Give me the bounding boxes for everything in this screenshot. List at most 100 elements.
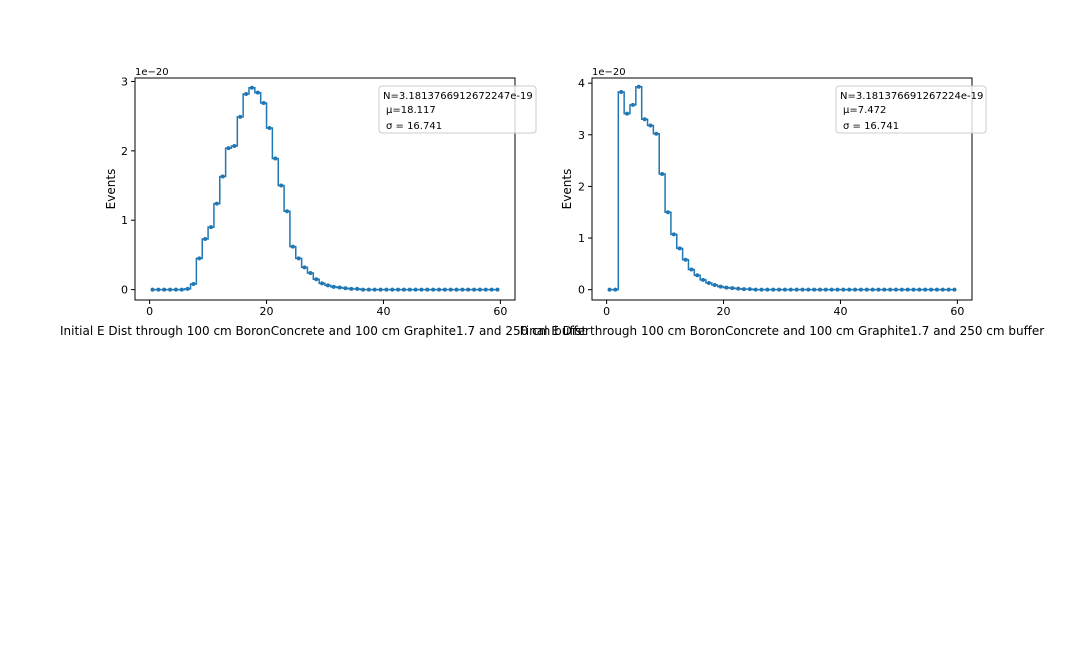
final-data-point bbox=[630, 102, 635, 107]
final-data-point bbox=[794, 287, 799, 292]
initial-data-point bbox=[431, 287, 436, 292]
initial-data-point bbox=[425, 287, 430, 292]
initial-data-point bbox=[203, 236, 208, 241]
final-data-point bbox=[911, 287, 916, 292]
final-data-point bbox=[607, 287, 612, 292]
initial-data-point bbox=[197, 256, 202, 261]
final-data-point bbox=[864, 287, 869, 292]
initial-ticks: 0 20 40 60 0 1 2 3 bbox=[121, 75, 507, 318]
initial-data-point bbox=[384, 287, 389, 292]
initial-data-point bbox=[361, 287, 365, 292]
final-y-tick-label: 2 bbox=[578, 180, 585, 193]
final-data-point bbox=[706, 280, 711, 285]
initial-x-axis-label: Initial E Dist through 100 cm BoronConcr… bbox=[60, 324, 590, 338]
initial-data-point bbox=[302, 265, 307, 270]
final-data-point bbox=[689, 267, 694, 272]
initial-y-tick-label: 1 bbox=[121, 214, 128, 227]
initial-y-offset-text: 1e−20 bbox=[135, 67, 169, 78]
initial-data-point bbox=[209, 225, 213, 230]
initial-data-point bbox=[483, 287, 488, 292]
final-data-point bbox=[718, 284, 723, 289]
final-data-point bbox=[619, 89, 624, 94]
initial-y-axis-label: Events bbox=[104, 169, 118, 210]
initial-y-tick-label: 3 bbox=[121, 75, 128, 88]
final-data-point bbox=[812, 287, 817, 292]
final-data-point bbox=[724, 285, 729, 290]
initial-data-point bbox=[249, 85, 254, 90]
final-data-point bbox=[747, 287, 752, 292]
initial-data-point bbox=[466, 287, 471, 292]
initial-data-point bbox=[308, 270, 313, 275]
final-data-point bbox=[923, 287, 928, 292]
final-data-point bbox=[771, 287, 776, 292]
initial-data-point bbox=[448, 287, 453, 292]
final-y-tick-label: 0 bbox=[578, 284, 585, 297]
initial-stat-sigma: σ = 16.741 bbox=[386, 121, 442, 132]
initial-x-tick-label: 0 bbox=[146, 305, 153, 318]
final-data-point bbox=[940, 287, 945, 292]
final-data-point bbox=[882, 287, 887, 292]
initial-stat-n: N=3.1813766912672247e-19 bbox=[383, 91, 533, 102]
final-stats-box bbox=[835, 85, 987, 134]
final-x-tick-label: 60 bbox=[950, 305, 964, 318]
final-data-point bbox=[654, 131, 659, 136]
initial-data-point bbox=[273, 156, 278, 161]
initial-data-point bbox=[267, 125, 272, 130]
final-data-point bbox=[671, 232, 676, 237]
final-data-point bbox=[677, 246, 682, 251]
initial-y-tick-label: 2 bbox=[121, 145, 128, 158]
initial-data-point bbox=[331, 284, 336, 289]
final-data-point bbox=[818, 287, 822, 292]
final-data-point bbox=[841, 287, 846, 292]
final-data-point bbox=[648, 123, 653, 128]
final-histogram-plot-area bbox=[607, 84, 957, 292]
initial-data-point bbox=[244, 91, 249, 96]
initial-data-point bbox=[214, 201, 219, 206]
final-data-point bbox=[888, 287, 893, 292]
final-energy-histogram-panel: 0 20 40 60 0 1 2 3 4 1e−20 Events Final E Dist t… bbox=[520, 67, 1044, 338]
initial-data-point bbox=[279, 183, 284, 188]
initial-data-point bbox=[185, 286, 190, 291]
final-data-point bbox=[712, 283, 717, 288]
initial-stats-legend: N=3.1813766912672247e-19 μ=18.117 σ = 16… bbox=[378, 85, 537, 134]
final-x-axis-label: Final E Dist through 100 cm BoronConcret… bbox=[520, 324, 1044, 338]
final-data-point bbox=[695, 273, 700, 278]
initial-data-point bbox=[255, 90, 260, 95]
final-stat-sigma: σ = 16.741 bbox=[843, 121, 899, 132]
final-data-point bbox=[899, 287, 904, 292]
initial-step-series bbox=[152, 86, 498, 291]
final-data-point bbox=[934, 287, 939, 292]
initial-data-point bbox=[477, 287, 482, 292]
initial-data-point bbox=[366, 287, 371, 292]
final-data-point bbox=[759, 287, 764, 292]
final-data-point bbox=[876, 287, 881, 292]
final-data-point bbox=[929, 287, 934, 292]
final-data-point bbox=[642, 117, 647, 122]
final-data-point bbox=[613, 287, 618, 292]
initial-data-point bbox=[378, 287, 383, 292]
final-data-point bbox=[701, 277, 706, 282]
final-data-point bbox=[858, 287, 863, 292]
final-data-point bbox=[636, 84, 641, 89]
final-ticks: 0 20 40 60 0 1 2 3 4 bbox=[578, 77, 964, 318]
initial-data-point bbox=[343, 286, 348, 291]
final-data-point bbox=[625, 111, 630, 116]
initial-data-point bbox=[325, 283, 330, 288]
initial-data-point bbox=[296, 256, 301, 261]
final-y-tick-label: 3 bbox=[578, 129, 585, 142]
final-data-point bbox=[835, 287, 840, 292]
initial-data-point bbox=[454, 287, 459, 292]
initial-x-tick-label: 60 bbox=[493, 305, 507, 318]
initial-data-point bbox=[413, 287, 418, 292]
initial-stat-mu: μ=18.117 bbox=[386, 105, 436, 116]
final-data-point bbox=[870, 287, 875, 292]
final-data-point bbox=[742, 287, 746, 292]
final-data-point bbox=[777, 287, 782, 292]
initial-data-point bbox=[238, 114, 243, 119]
final-data-point bbox=[853, 287, 858, 292]
final-data-point bbox=[946, 287, 951, 292]
final-data-point bbox=[753, 287, 758, 292]
initial-data-point bbox=[355, 286, 360, 291]
